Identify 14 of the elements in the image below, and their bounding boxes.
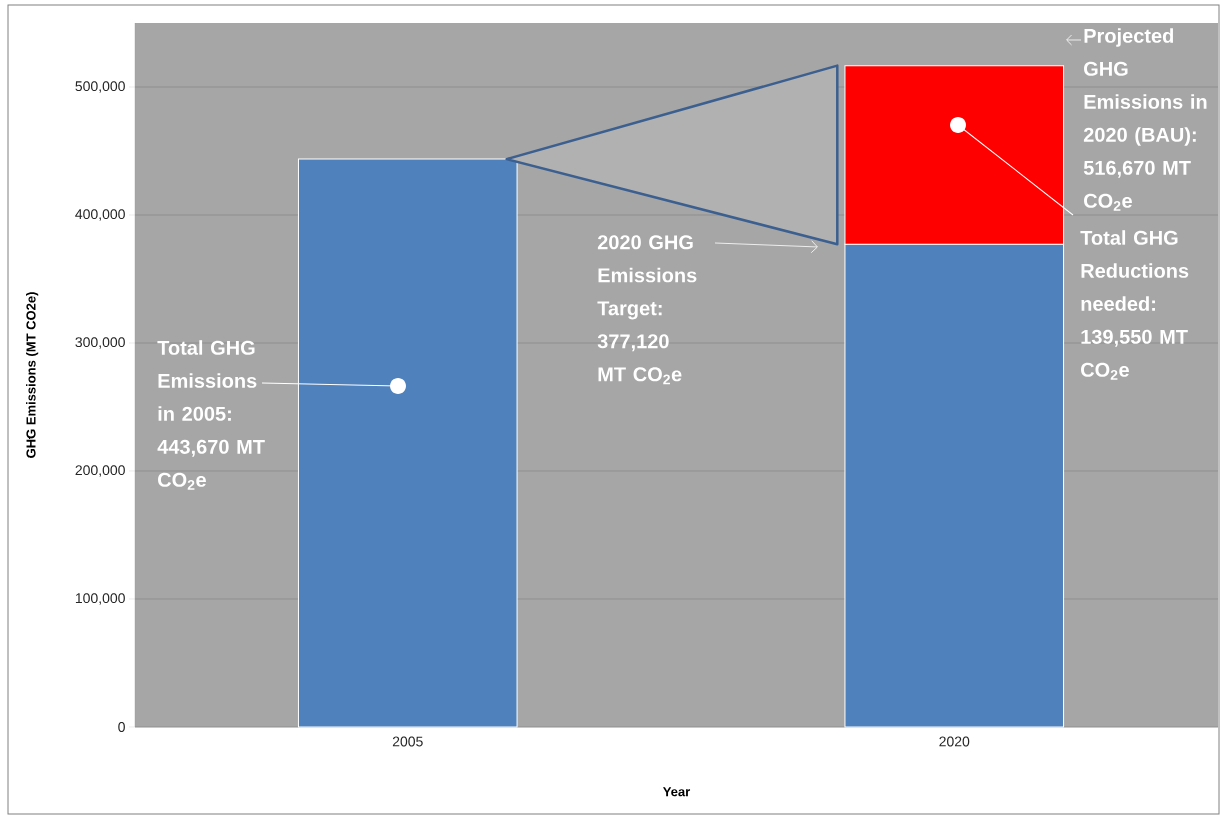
annotation: Total GHG Reductions needed: 139,550 MT CO$_{2}$e xyxy=(1080,230,1189,380)
y-tick-label: 400,000 xyxy=(75,209,125,221)
y-tick-label: 300,000 xyxy=(75,337,125,349)
y-tick-label: 0 xyxy=(118,722,125,732)
x-axis-title: Year xyxy=(662,787,691,797)
annotation: Projected GHG Emissions in 2020 (BAU): 516,670 MT CO$_{2}$e xyxy=(1083,28,1207,211)
annotation: 2020 GHG Emissions Target: 377,120 MT CO$_{2}$e xyxy=(597,235,697,385)
y-tick-label: 200,000 xyxy=(75,465,125,477)
y-tick-label: 100,000 xyxy=(75,593,125,605)
annotation: Total GHG Emissions in 2005: 443,670 MT CO$_{2}$e xyxy=(157,340,265,490)
x-tick-label: 2005 xyxy=(392,736,423,747)
x-tick-label: 2020 xyxy=(939,736,970,747)
y-axis-title: GHG Emissions (MT CO2e) xyxy=(26,292,39,458)
y-tick-label: 500,000 xyxy=(75,81,125,93)
